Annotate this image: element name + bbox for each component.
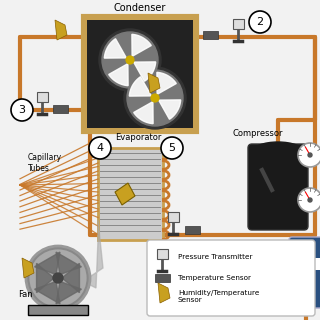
Text: Evaporator: Evaporator [115,133,161,142]
FancyBboxPatch shape [185,226,199,234]
Polygon shape [56,252,82,275]
Polygon shape [56,282,82,304]
Polygon shape [158,283,170,303]
Polygon shape [134,102,153,124]
FancyBboxPatch shape [36,92,47,101]
Polygon shape [22,258,34,278]
Text: Temperature Sensor: Temperature Sensor [178,275,251,281]
Text: Condenser: Condenser [114,3,166,13]
Polygon shape [36,263,54,293]
Polygon shape [134,62,156,81]
Text: 5: 5 [169,143,175,153]
Text: Fan: Fan [18,290,33,299]
Polygon shape [115,183,135,205]
Text: Humidity/Temperature
Sensor: Humidity/Temperature Sensor [178,291,260,303]
Circle shape [89,137,111,159]
Polygon shape [86,220,103,288]
Circle shape [11,99,33,121]
FancyBboxPatch shape [156,249,167,259]
Text: Pressure Transmitter: Pressure Transmitter [178,254,252,260]
Text: 2: 2 [256,17,264,27]
Polygon shape [35,252,60,275]
FancyBboxPatch shape [248,144,308,230]
Polygon shape [132,34,151,56]
Circle shape [308,198,312,202]
FancyBboxPatch shape [289,237,320,308]
Text: 4: 4 [96,143,104,153]
Circle shape [298,188,320,212]
Circle shape [161,137,183,159]
FancyBboxPatch shape [155,274,170,282]
Circle shape [53,273,63,283]
Circle shape [308,153,312,157]
FancyBboxPatch shape [83,16,197,132]
Polygon shape [62,263,79,293]
Text: 3: 3 [19,105,26,115]
FancyBboxPatch shape [292,258,320,270]
FancyBboxPatch shape [147,240,315,316]
Polygon shape [157,72,176,94]
Polygon shape [104,39,126,58]
FancyBboxPatch shape [28,305,88,315]
Circle shape [99,29,161,91]
Circle shape [249,11,271,33]
Text: Capillary
Tubes: Capillary Tubes [28,153,62,173]
FancyBboxPatch shape [167,212,179,221]
Circle shape [298,143,320,167]
Circle shape [124,67,186,129]
Polygon shape [129,77,151,96]
FancyBboxPatch shape [87,20,193,128]
Polygon shape [35,282,60,304]
Polygon shape [55,20,67,40]
FancyBboxPatch shape [233,19,244,28]
Polygon shape [148,73,160,93]
FancyBboxPatch shape [52,105,68,113]
Polygon shape [159,100,181,119]
Ellipse shape [252,142,304,162]
Circle shape [28,248,88,308]
Polygon shape [109,64,128,86]
Text: Compressor: Compressor [233,129,283,138]
Circle shape [126,56,134,64]
Circle shape [102,32,158,88]
Circle shape [127,70,183,126]
Circle shape [151,94,159,102]
FancyBboxPatch shape [203,30,218,38]
FancyBboxPatch shape [98,148,163,240]
